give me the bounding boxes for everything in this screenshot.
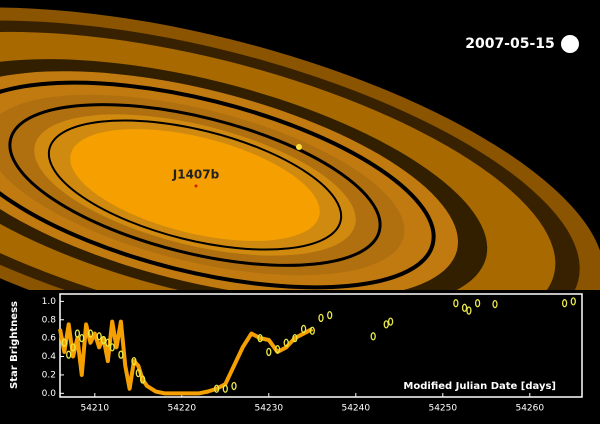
data-point (370, 332, 376, 341)
data-point (79, 333, 85, 343)
data-point (231, 381, 237, 391)
data-point (118, 350, 124, 359)
data-point (266, 347, 272, 357)
ring-gap (8, 103, 382, 267)
date-label: 2007-05-15 (465, 36, 555, 52)
x-tick-label: 54210 (80, 404, 109, 414)
x-tick-label: 54220 (167, 404, 196, 414)
data-point (453, 299, 459, 308)
time-marker (561, 35, 579, 53)
x-tick-label: 54250 (428, 404, 457, 414)
data-point (74, 329, 81, 338)
data-point (387, 317, 394, 326)
x-tick-label: 54230 (254, 404, 283, 414)
data-point (213, 384, 220, 393)
data-point (109, 343, 115, 352)
data-point (131, 356, 137, 366)
data-point (135, 368, 141, 378)
data-point (383, 320, 389, 329)
chart-background (0, 290, 600, 420)
x-axis-label: Modified Julian Date [days] (403, 381, 556, 392)
data-point (327, 311, 333, 320)
planet (194, 184, 198, 188)
data-point (139, 375, 146, 384)
x-tick-label: 54260 (515, 404, 544, 414)
data-point (309, 326, 315, 335)
data-point (222, 384, 228, 393)
data-point (100, 335, 107, 345)
data-point (274, 345, 281, 354)
data-point (87, 329, 94, 338)
data-point (300, 324, 307, 334)
data-point (492, 299, 498, 309)
data-point (61, 338, 67, 347)
data-point (318, 313, 324, 323)
x-tick-label: 54240 (341, 404, 370, 414)
y-axis-label: Star Brightness (9, 301, 20, 389)
y-tick-label: 0.8 (42, 315, 57, 325)
data-point (570, 297, 576, 306)
data-point (283, 338, 289, 347)
y-tick-label: 1.0 (42, 297, 57, 307)
ring-gap (0, 80, 436, 290)
y-tick-label: 0.6 (42, 334, 57, 344)
data-point (66, 350, 72, 359)
planet-label: J1407b (172, 168, 220, 182)
data-point (474, 299, 481, 308)
data-point (466, 306, 472, 315)
plot-frame (59, 293, 583, 398)
data-point (461, 303, 468, 312)
data-point (561, 299, 568, 308)
y-tick-label: 0.0 (42, 389, 57, 399)
y-tick-label: 0.2 (42, 370, 56, 380)
ring-gap (47, 119, 343, 251)
data-point (105, 338, 111, 347)
data-point (257, 333, 263, 343)
data-point (70, 343, 76, 352)
data-point (292, 333, 298, 343)
data-point (96, 332, 102, 341)
moon (296, 144, 302, 150)
y-tick-label: 0.4 (42, 352, 57, 362)
